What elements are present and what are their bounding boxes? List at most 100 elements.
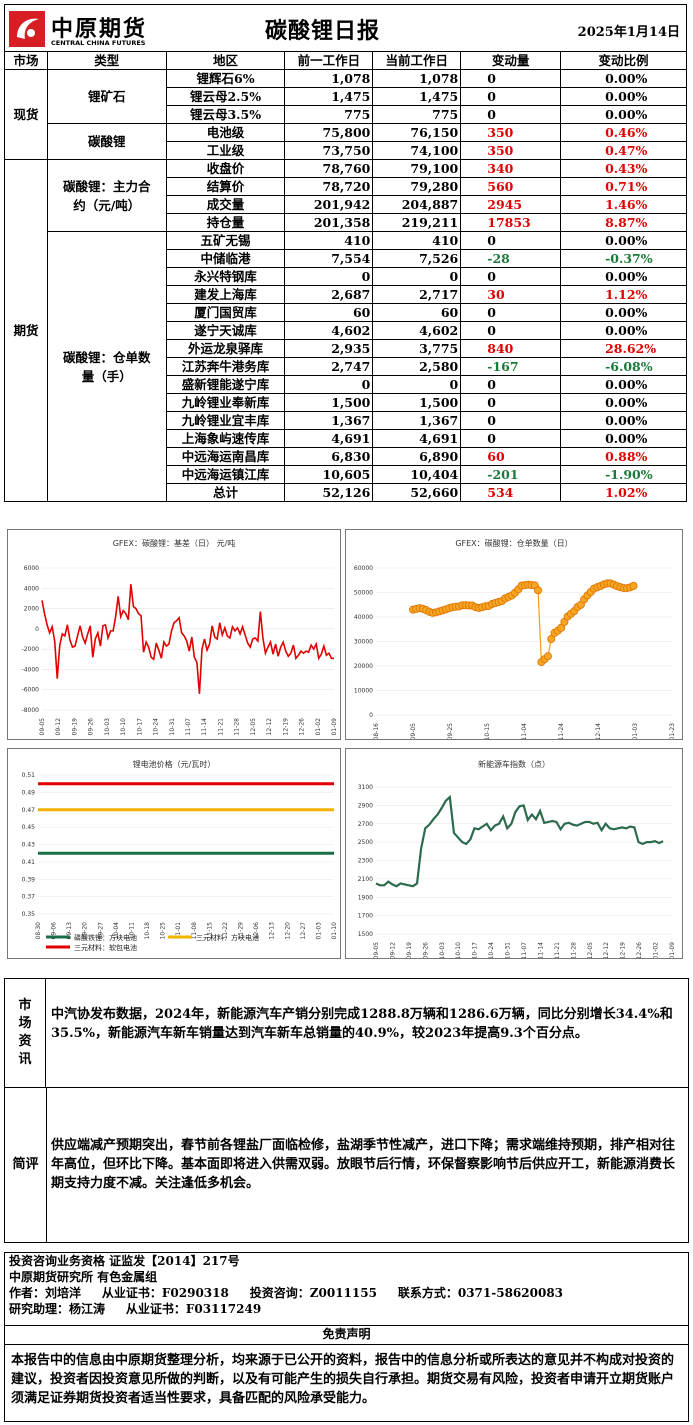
- change-pct: 0.47%: [560, 141, 687, 160]
- y-tick-label: 4000: [24, 585, 39, 592]
- x-tick-label: 12-14: [595, 723, 602, 739]
- x-tick-label: 10-10: [455, 942, 462, 958]
- column-header: 前一工作日: [284, 51, 374, 70]
- change-value: 0: [460, 321, 562, 340]
- x-tick-label: 09-25: [447, 723, 454, 739]
- y-tick-label: 0.37: [22, 894, 36, 901]
- prev-value: 6,830: [284, 447, 374, 466]
- disclaimer-title: 免责声明: [4, 1325, 689, 1345]
- x-tick-label: 12-05: [587, 942, 594, 958]
- change-value: 560: [460, 177, 562, 196]
- table-row: 中远海运南昌库 6,830 6,890 60 0.88%: [5, 447, 687, 466]
- x-tick-label: 01-02: [653, 942, 660, 958]
- change-value: 840: [460, 339, 562, 358]
- x-tick-label: 11-14: [201, 718, 208, 736]
- row-name: 结算价: [165, 177, 286, 196]
- change-pct: 0.00%: [560, 411, 687, 430]
- change-pct: 1.12%: [560, 285, 687, 304]
- x-tick-label: 01-03: [632, 723, 639, 739]
- y-tick-label: 0: [369, 712, 373, 719]
- legend-label: 磷酸铁锂：方块电池: [74, 933, 137, 942]
- report-date: 2025年1月14日: [577, 25, 680, 40]
- legend-label: 三元材料：软包电池: [74, 943, 137, 952]
- assistant-line: 研究助理：杨江涛 从业证书：F03117249: [9, 1302, 262, 1316]
- disclaimer-title-text: 免责声明: [322, 1327, 371, 1341]
- change-value: 0: [460, 429, 562, 448]
- chart-warehouse: GFEX：碳酸锂：仓单数量（日） 60000 50000 40000 30000 200…: [345, 529, 683, 740]
- prev-value: 60: [284, 303, 374, 322]
- row-name: 总计: [165, 483, 286, 502]
- y-tick-label: 0.51: [22, 772, 36, 779]
- x-tick-label: 10-18: [144, 922, 151, 940]
- y-tick-label: 10000: [354, 688, 373, 695]
- curr-value: 0: [372, 375, 462, 394]
- y-tick-label: 0.43: [22, 842, 36, 849]
- prev-value: 73,750: [284, 141, 374, 160]
- change-value: -28: [460, 249, 562, 268]
- x-tick-label: 09-19: [406, 942, 413, 958]
- chart-battery-plot: 0.51 0.49 0.47 0.45 0.43 0.41 0.39 0.37 0.35 08-3…: [22, 772, 338, 952]
- table-row: 碳酸锂 电池级 75,800 76,150 350 0.46%: [5, 123, 687, 160]
- row-name: 永兴特钢库: [165, 267, 286, 286]
- logo: 中原期货 CENTRAL CHINA FUTURES: [9, 9, 169, 49]
- table-row: 建发上海库 2,687 2,717 30 1.12%: [5, 285, 687, 304]
- report-header: 中原期货 CENTRAL CHINA FUTURES 碳酸锂日报 2025年1月…: [4, 4, 687, 52]
- change-value: 350: [460, 141, 562, 160]
- change-pct: 1.02%: [560, 483, 687, 502]
- x-tick-label: 11-29: [238, 922, 245, 940]
- warehouse-point: [543, 652, 552, 661]
- column-header: 当前工作日: [372, 51, 462, 70]
- row-name: 成交量: [165, 195, 286, 214]
- y-tick-label: 1700: [358, 913, 373, 920]
- row-name: 锂云母2.5%: [165, 87, 286, 106]
- curr-value: 1,078: [372, 69, 462, 88]
- x-tick-label: 09-27: [97, 922, 104, 940]
- x-tick-label: 10-11: [128, 922, 135, 940]
- chart-basis-plot: 6000 4000 2000 0 -2000 -4000 -6000 -8000 09-05 09…: [22, 565, 338, 736]
- change-pct: 0.88%: [560, 447, 687, 466]
- change-value: 350: [460, 123, 562, 142]
- x-tick-label: 10-25: [160, 922, 167, 940]
- type-cell: 碳酸锂: [46, 123, 167, 160]
- table-row: 碳酸锂：仓单数量（手） 五矿无锡 410 410 0 0.00%: [5, 231, 687, 502]
- report-title: 碳酸锂日报: [265, 18, 381, 44]
- warehouse-point: [547, 635, 556, 644]
- x-tick-label: 10-04: [113, 922, 120, 940]
- disclaimer-text: 本报告中的信息由中原期货整理分析，均来源于已公开的资料，报告中的信息分析或所表达…: [11, 1353, 675, 1406]
- y-tick-label: 2100: [358, 876, 373, 883]
- x-tick-label: 11-07: [185, 718, 192, 736]
- y-tick-label: 3100: [358, 784, 373, 791]
- row-name: 遂宁天诚库: [165, 321, 286, 340]
- table-row: 持仓量 201,358 219,211 17853 8.87%: [5, 213, 687, 232]
- column-header: 地区: [165, 51, 286, 70]
- logo-text-en: CENTRAL CHINA FUTURES: [51, 39, 146, 47]
- y-tick-label: 30000: [354, 639, 373, 646]
- y-tick-label: 0.45: [22, 824, 36, 831]
- change-pct: 0.00%: [560, 303, 687, 322]
- curr-value: 0: [372, 267, 462, 286]
- prev-value: 4,691: [284, 429, 374, 448]
- prev-value: 4,602: [284, 321, 374, 340]
- y-tick-label: 2500: [358, 839, 373, 846]
- x-tick-label: 11-15: [206, 922, 213, 940]
- curr-value: 1,367: [372, 411, 462, 430]
- x-tick-label: 12-12: [266, 718, 273, 736]
- x-tick-label: 12-26: [636, 942, 643, 958]
- author-info: 投资咨询业务资格 证监发【2014】217号 中原期货研究所 有色金属组 作者：…: [4, 1252, 689, 1326]
- x-tick-label: 09-05: [410, 723, 417, 739]
- x-tick-label: 12-05: [250, 718, 257, 736]
- x-tick-label: 12-19: [282, 718, 289, 736]
- row-name: 中远海运南昌库: [165, 447, 286, 466]
- curr-value: 4,602: [372, 321, 462, 340]
- change-pct: -1.90%: [560, 465, 687, 484]
- chart-warehouse-title: GFEX：碳酸锂：仓单数量（日）: [455, 539, 573, 548]
- x-tick-label: 10-17: [136, 718, 143, 736]
- prev-value: 7,554: [284, 249, 374, 268]
- x-tick-label: 12-12: [603, 942, 610, 958]
- x-tick-label: 12-20: [284, 922, 291, 940]
- column-header: 变动比例: [560, 51, 687, 70]
- change-pct: -0.37%: [560, 249, 687, 268]
- row-name: 中储临港: [165, 249, 286, 268]
- chart-nev-index: 新能源车指数（点） 3100 2900 2700 2500 2300 2100 1900 17…: [345, 748, 683, 959]
- x-tick-label: 12-13: [269, 922, 276, 940]
